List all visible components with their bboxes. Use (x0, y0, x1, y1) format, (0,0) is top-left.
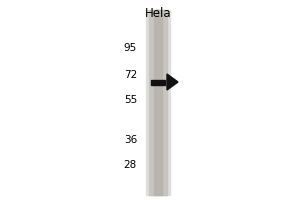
Text: 95: 95 (124, 43, 137, 53)
Polygon shape (167, 74, 178, 90)
Text: 36: 36 (124, 135, 137, 145)
Text: 28: 28 (124, 160, 137, 170)
Text: 55: 55 (124, 95, 137, 105)
Text: 72: 72 (124, 70, 137, 80)
Bar (149, 10, 167, 195)
Text: Hela: Hela (145, 7, 171, 20)
Bar (146, 10, 170, 195)
Bar (151, 79, 165, 84)
Bar (154, 10, 162, 195)
